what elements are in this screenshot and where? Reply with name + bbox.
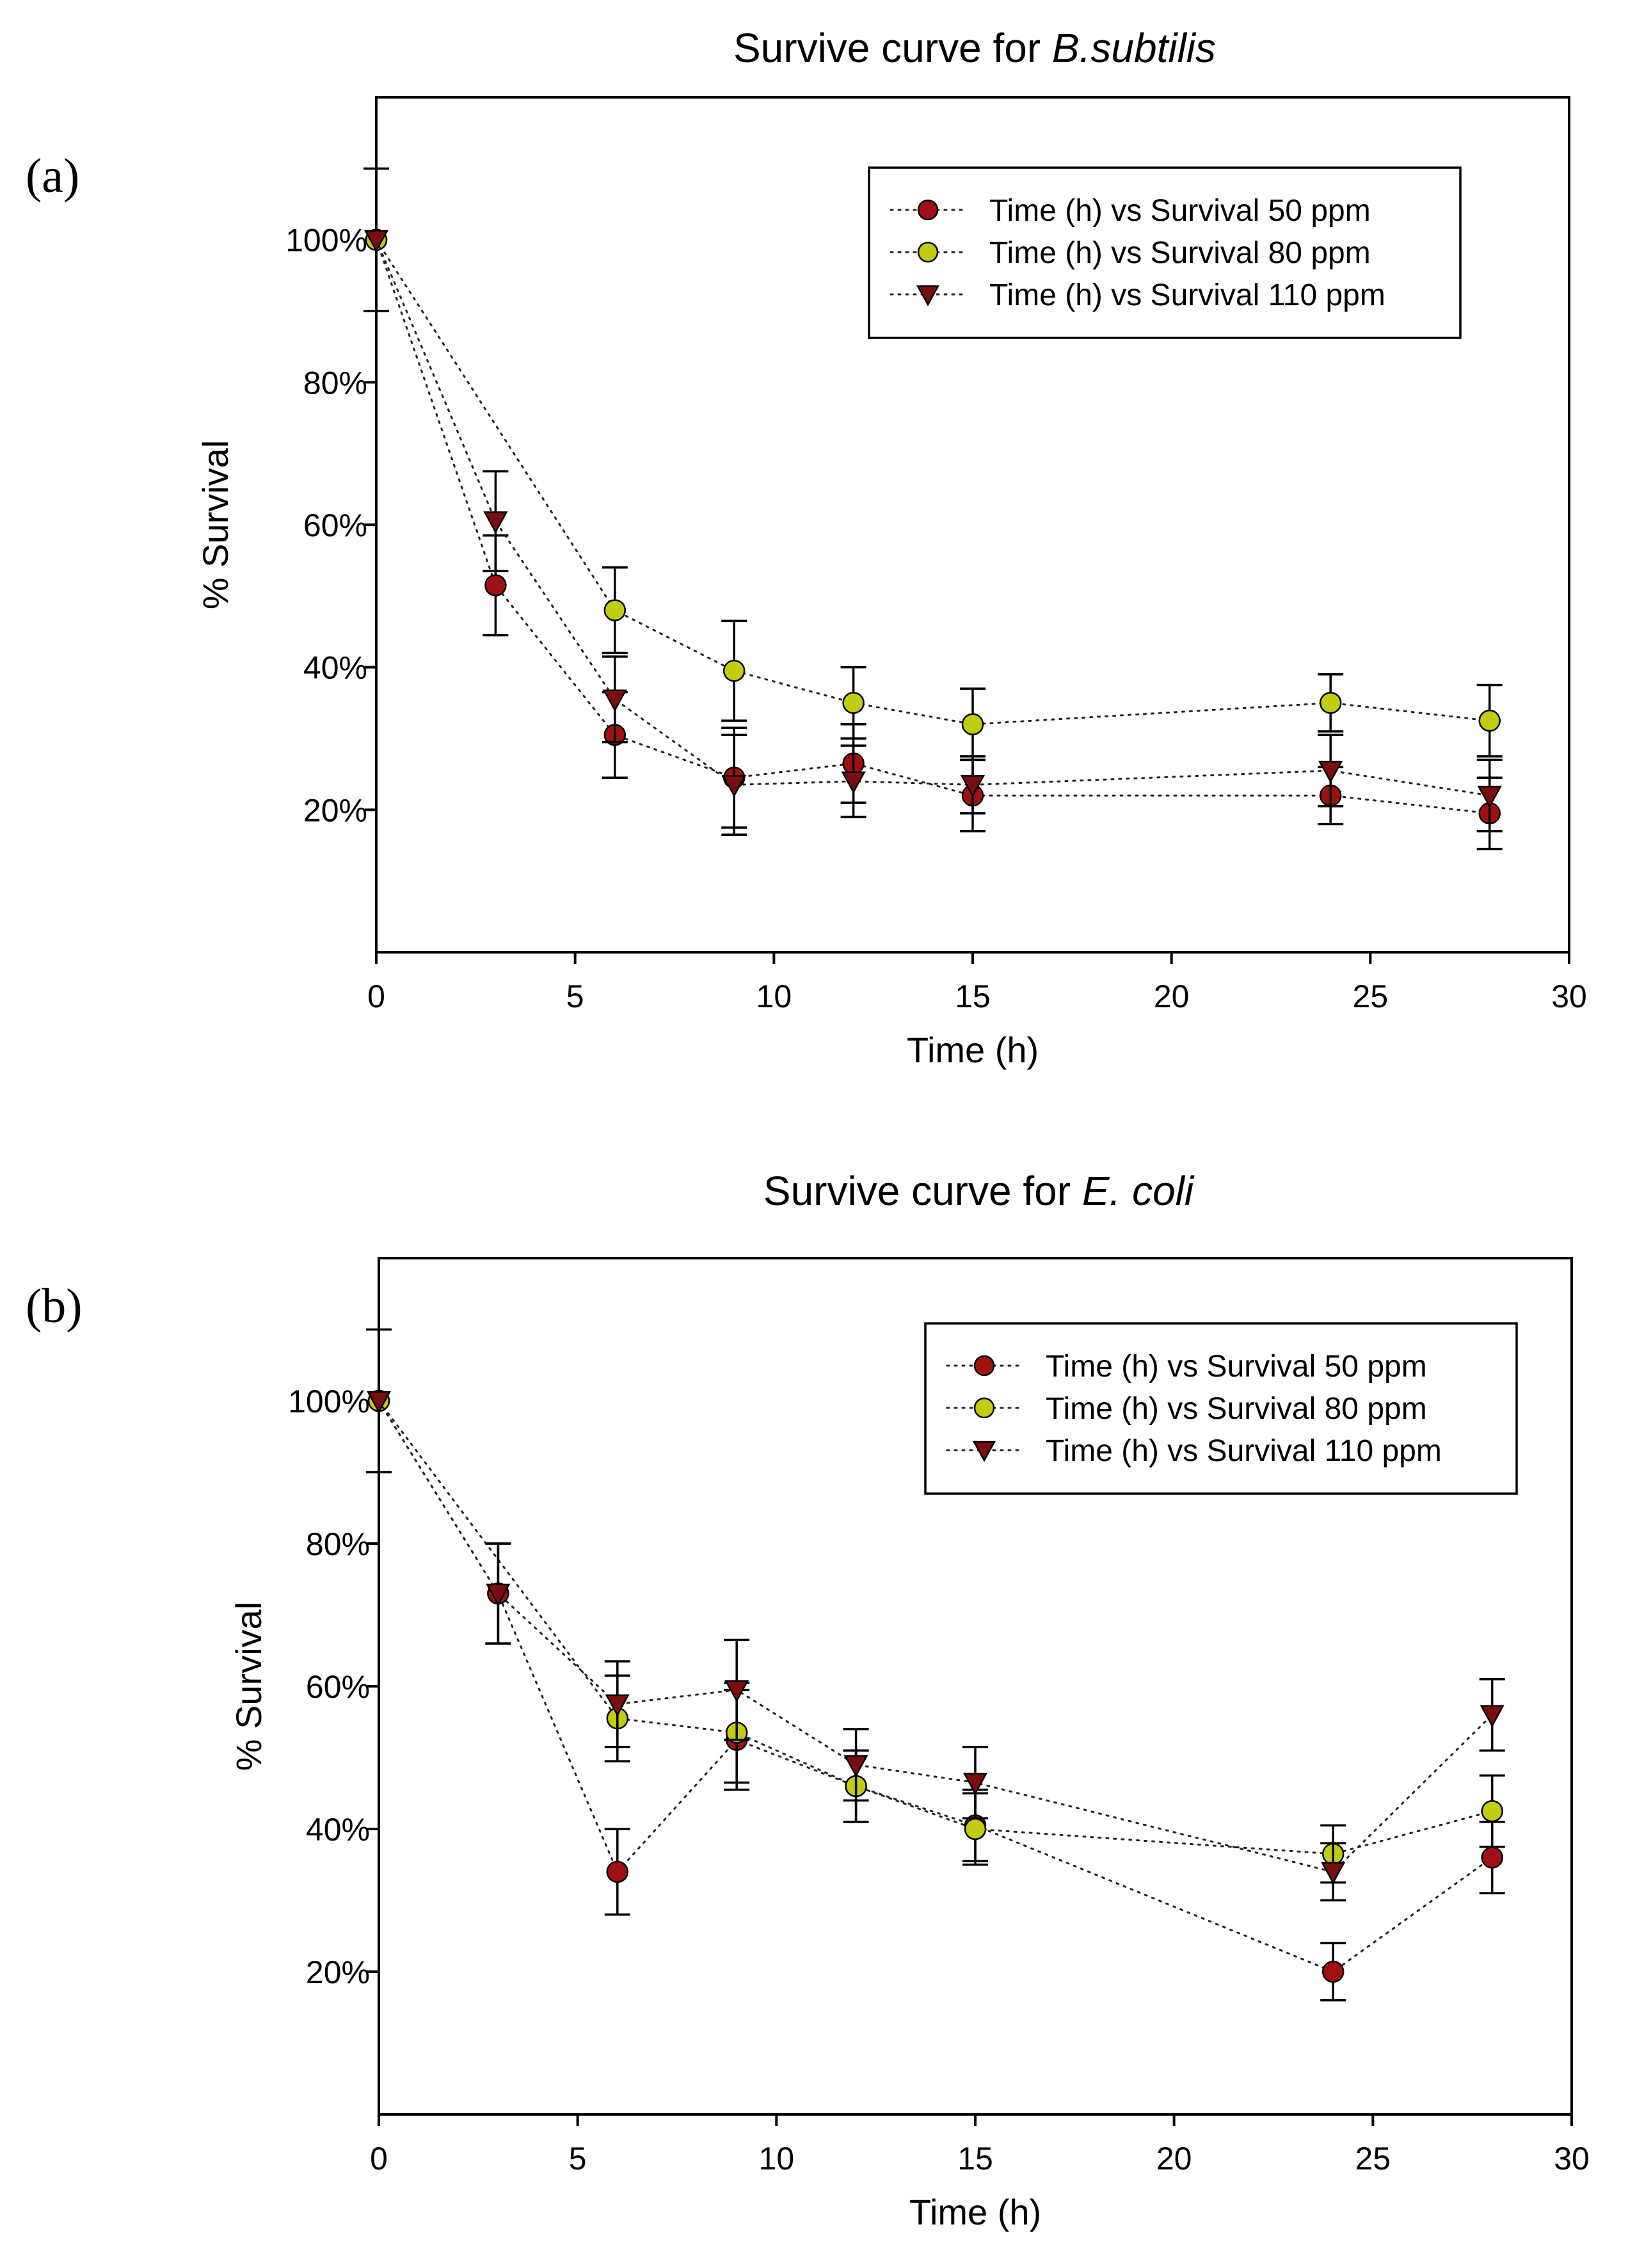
data-point-s110-a xyxy=(722,775,747,797)
data-point-s110-b xyxy=(366,1391,392,1414)
x-tick-label-b: 30 xyxy=(1554,2141,1590,2176)
data-point-s50-b xyxy=(1481,1846,1503,1869)
y-tick-label-a: 100% xyxy=(285,223,367,259)
y-tick-label-b: 40% xyxy=(306,1812,370,1848)
data-point-s50-b xyxy=(606,1860,629,1883)
data-point-s110-b xyxy=(486,1583,511,1606)
x-tick-label-b: 25 xyxy=(1355,2141,1391,2176)
data-point-s80-a xyxy=(603,599,626,621)
data-point-s80-b xyxy=(964,1817,987,1841)
y-tick-label-a: 20% xyxy=(303,792,367,828)
legend-marker-s80-b xyxy=(973,1397,995,1419)
data-point-s80-a xyxy=(1478,709,1501,732)
chart-title-a: Survive curve for B.subtilis xyxy=(378,24,1572,72)
data-point-s110-a xyxy=(841,771,866,794)
data-point-s110-b xyxy=(1321,1862,1346,1885)
data-point-s110-a xyxy=(483,511,508,534)
x-tick-label-a: 20 xyxy=(1154,978,1190,1014)
panel-a: (a) Survive curve for B.subtilis 0 5 10 15 2… xyxy=(26,24,1587,1070)
legend-label-s80-b: Time (h) vs Survival 80 ppm xyxy=(1046,1392,1427,1426)
legend-label-s110-a: Time (h) vs Survival 110 ppm xyxy=(989,278,1385,312)
panel-b: (b) Survive curve for E. coli 0 5 10 15 20 25… xyxy=(0,1134,1628,2268)
x-tick-label-b: 5 xyxy=(569,2141,587,2176)
data-point-s80-a xyxy=(842,692,865,714)
chart-title-b-prefix: Survive curve for xyxy=(763,1168,1082,1214)
y-tick-label-a: 40% xyxy=(303,650,367,686)
x-tick-label-a: 30 xyxy=(1551,978,1587,1014)
y-tick-label-a: 60% xyxy=(303,507,367,543)
series-line-s110-b xyxy=(378,1400,1494,1873)
legend-marker-s110-b xyxy=(972,1441,996,1462)
data-point-s110-a xyxy=(602,689,627,712)
data-point-s110-b xyxy=(605,1694,630,1717)
x-tick-label-b: 0 xyxy=(370,2141,388,2176)
chart-a: 0 5 10 15 20 25 30 20% 40% 60% 80% 100% Time (h) % Su… xyxy=(195,96,1587,1070)
x-tick-label-b: 15 xyxy=(957,2141,993,2176)
x-tick-label-a: 0 xyxy=(367,978,385,1014)
panel-label-a: (a) xyxy=(26,149,80,203)
y-tick-label-a: 80% xyxy=(303,365,367,401)
chart-title-b: Survive curve for E. coli xyxy=(381,1167,1576,1215)
legend-label-s50-b: Time (h) vs Survival 50 ppm xyxy=(1046,1350,1427,1384)
y-tick-label-b: 100% xyxy=(288,1384,370,1419)
data-point-s110-a xyxy=(1477,785,1502,808)
y-tick-label-b: 20% xyxy=(306,1954,370,1990)
legend-marker-s110-a xyxy=(916,285,940,307)
chart-title-a-organism: B.subtilis xyxy=(1051,25,1217,71)
y-axis-label-b: % Survival xyxy=(228,1602,269,1771)
chart-b: 0 5 10 15 20 25 30 20% 40% 60% 80% 100% Time (h) % Su… xyxy=(228,1257,1590,2232)
x-tick-label-a: 10 xyxy=(756,978,792,1014)
x-tick-label-a: 5 xyxy=(566,978,584,1014)
x-tick-label-a: 25 xyxy=(1353,978,1389,1014)
x-axis-label-b: Time (h) xyxy=(909,2192,1041,2232)
data-point-s110-b xyxy=(962,1773,988,1796)
data-point-s110-b xyxy=(724,1680,749,1703)
data-point-s110-a xyxy=(363,230,389,253)
legend-label-s50-a: Time (h) vs Survival 50 ppm xyxy=(989,194,1371,228)
series-line-s50-b xyxy=(378,1400,1494,1973)
data-point-s50-a xyxy=(484,574,507,596)
chart-title-a-prefix: Survive curve for xyxy=(733,25,1052,71)
data-point-s110-b xyxy=(843,1755,868,1778)
y-tick-label-b: 60% xyxy=(306,1669,370,1705)
x-tick-label-b: 20 xyxy=(1156,2141,1192,2176)
x-axis-label-a: Time (h) xyxy=(907,1030,1039,1070)
legend-box-b xyxy=(924,1322,1518,1495)
chart-title-b-organism: E. coli xyxy=(1081,1168,1194,1214)
data-point-s110-a xyxy=(960,775,986,797)
legend-marker-s50-a xyxy=(917,199,939,221)
legend-marker-s50-b xyxy=(973,1355,995,1377)
panel-label-b: (b) xyxy=(26,1279,83,1333)
legend-box-a xyxy=(868,166,1462,339)
data-point-s110-b xyxy=(1480,1705,1504,1728)
data-point-s80-b xyxy=(1481,1800,1503,1823)
legend-marker-s80-a xyxy=(917,241,939,263)
data-point-s80-a xyxy=(722,659,746,682)
legend-label-s80-a: Time (h) vs Survival 80 ppm xyxy=(989,236,1371,270)
x-tick-label-a: 15 xyxy=(955,978,991,1014)
y-axis-label-a: % Survival xyxy=(195,440,235,610)
data-point-s110-a xyxy=(1318,760,1343,783)
data-point-s80-a xyxy=(961,713,984,735)
y-tick-label-b: 80% xyxy=(306,1526,370,1562)
legend-label-s110-b: Time (h) vs Survival 110 ppm xyxy=(1046,1434,1442,1468)
data-point-s50-b xyxy=(1321,1960,1345,1983)
data-point-s80-a xyxy=(1319,692,1342,714)
x-tick-label-b: 10 xyxy=(759,2141,795,2176)
